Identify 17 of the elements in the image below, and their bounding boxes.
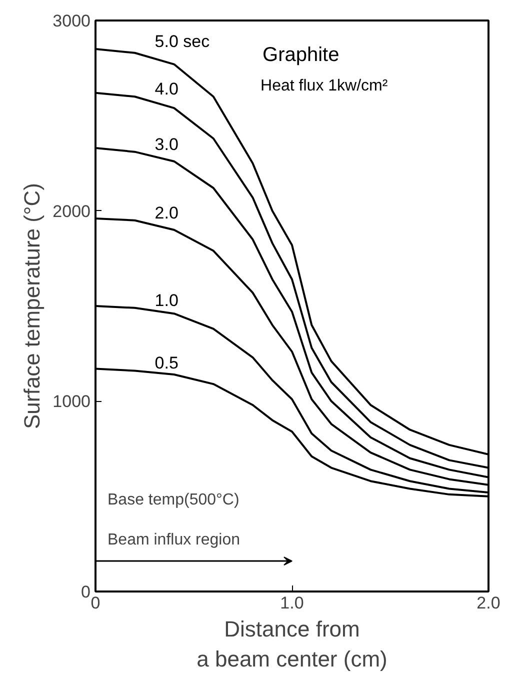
series-label: 0.5 — [154, 354, 178, 373]
y-tick-label: 2000 — [52, 202, 91, 221]
series-label: 5.0 sec — [154, 32, 210, 51]
y-tick-label: 1000 — [52, 392, 91, 412]
annotation: Beam influx region — [108, 532, 240, 549]
text: Heat flux 1kw/cm² — [260, 78, 388, 95]
x-tick-label: 1.0 — [280, 594, 304, 612]
y-axis-title: Surface temperature (°C) — [20, 183, 45, 429]
y-tick-label: 3000 — [52, 12, 91, 30]
text: Graphite — [262, 44, 340, 66]
series-label: 2.0 — [154, 203, 178, 222]
x-tick-label: 2.0 — [476, 594, 500, 612]
annotation: Base temp(500°C) — [108, 492, 240, 509]
series-label: 1.0 — [154, 290, 178, 310]
x-axis-title: Distance from a beam center (cm) — [196, 616, 388, 672]
series-label: 3.0 — [154, 134, 178, 154]
series-label: 4.0 — [154, 80, 178, 99]
